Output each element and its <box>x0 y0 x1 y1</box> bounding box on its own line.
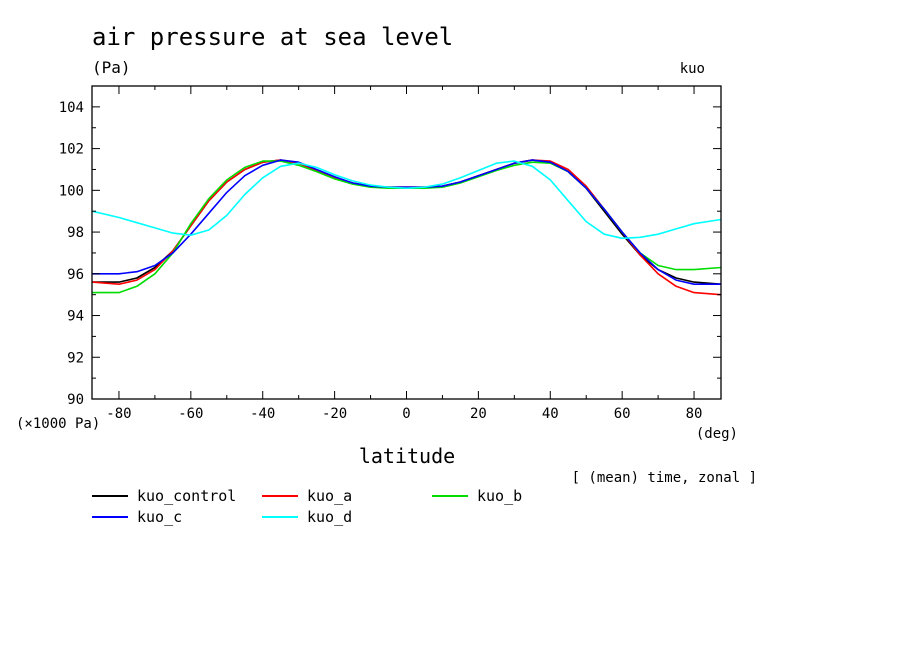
chart-title: air pressure at sea level <box>92 23 453 51</box>
x-axis-label: latitude <box>359 444 455 468</box>
y-scale-note: (×1000 Pa) <box>16 416 100 432</box>
legend-label: kuo_c <box>137 508 182 526</box>
legend-item-kuo-d: kuo_d <box>262 508 352 526</box>
run-label: kuo <box>680 61 705 77</box>
x-tick-label: 80 <box>686 406 703 422</box>
units-label: (Pa) <box>92 58 131 77</box>
aggregation-note: [ (mean) time, zonal ] <box>572 470 757 486</box>
legend-item-kuo-a: kuo_a <box>262 487 352 505</box>
x-tick-label: -80 <box>106 406 131 422</box>
legend-label: kuo_d <box>307 508 352 526</box>
x-tick-label: -40 <box>250 406 275 422</box>
x-tick-label: -20 <box>322 406 347 422</box>
legend-label: kuo_a <box>307 487 352 505</box>
plot-area: -80 -60 -40 -20 0 20 40 60 80 90 92 94 96 98 100 102 104 <box>59 85 722 422</box>
legend-item-kuo-control: kuo_control <box>92 487 236 505</box>
series-line-kuo-a <box>92 159 721 296</box>
legend-label: kuo_control <box>137 487 236 505</box>
legend-item-kuo-b: kuo_b <box>432 487 522 505</box>
y-tick-label: 98 <box>67 225 84 241</box>
x-tick-label: -60 <box>178 406 203 422</box>
series-line-kuo-b <box>92 160 721 294</box>
plot-frame <box>91 85 722 400</box>
y-tick-label: 102 <box>59 142 84 158</box>
x-tick-label: 60 <box>614 406 631 422</box>
legend-label: kuo_b <box>477 487 522 505</box>
legend: kuo_control kuo_a kuo_b kuo_c kuo_d <box>92 487 522 526</box>
x-tick-label: 40 <box>542 406 559 422</box>
series-line-kuo-d <box>92 160 721 240</box>
legend-item-kuo-c: kuo_c <box>92 508 182 526</box>
y-tick-label: 92 <box>67 350 84 366</box>
y-tick-label: 96 <box>67 267 84 283</box>
series-line-kuo-control <box>92 159 721 285</box>
y-tick-label: 100 <box>59 183 84 199</box>
x-tick-label: 20 <box>470 406 487 422</box>
y-tick-label: 90 <box>67 392 84 408</box>
series-line-kuo-c <box>92 159 721 286</box>
x-tick-label: 0 <box>402 406 410 422</box>
y-tick-label: 94 <box>67 309 84 325</box>
series-lines <box>92 159 721 296</box>
x-axis-units: (deg) <box>696 426 738 442</box>
y-tick-label: 104 <box>59 100 84 116</box>
